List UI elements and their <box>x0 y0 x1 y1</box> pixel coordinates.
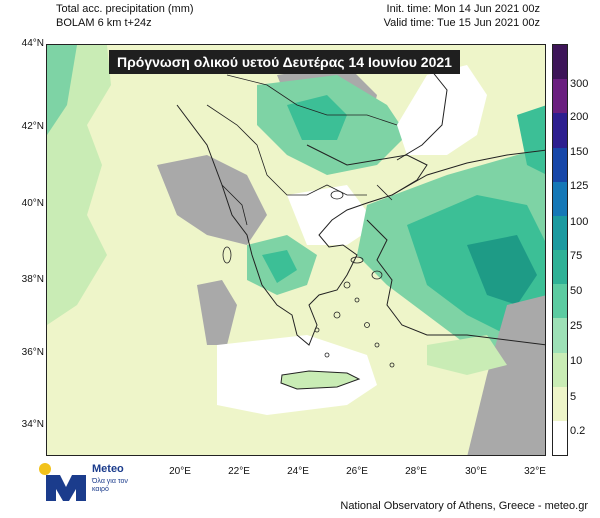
caucasus-rain <box>517 105 545 174</box>
balkan-gray <box>157 155 267 245</box>
lon-label: 20°E <box>169 466 191 477</box>
border-balkans <box>226 74 398 126</box>
black-sea-dry <box>397 65 487 155</box>
sicily-gray <box>197 280 237 345</box>
island <box>364 322 370 328</box>
colorbar-segment <box>553 113 567 148</box>
island <box>314 327 320 333</box>
header-right: Init. time: Mon 14 Jun 2021 00z Valid ti… <box>384 2 540 30</box>
island <box>330 190 344 200</box>
map-title: Πρόγνωση ολικού υετού Δευτέρας 14 Ιουνίο… <box>109 50 460 74</box>
meteo-logo <box>39 463 86 501</box>
colorbar-label: 200 <box>570 111 589 123</box>
colorbar-segment <box>553 250 567 285</box>
colorbar-segment <box>553 318 567 353</box>
ionian-sea <box>47 75 217 455</box>
southeast-gray-land <box>467 295 545 455</box>
colorbar-label: 5 <box>570 391 577 403</box>
island <box>371 270 383 280</box>
lat-label: 44°N <box>21 38 44 49</box>
border-albania <box>221 184 248 226</box>
lon-label: 28°E <box>405 466 427 477</box>
colorbar-segment <box>553 420 567 455</box>
colorbar-segment <box>553 284 567 319</box>
island <box>222 246 232 264</box>
colorbar-label: 10 <box>570 355 583 367</box>
colorbar-label: 50 <box>570 285 583 297</box>
black-sea-west-coast <box>396 64 448 161</box>
island <box>374 342 380 348</box>
lon-label: 24°E <box>287 466 309 477</box>
lon-label: 30°E <box>465 466 487 477</box>
south-anatolia-light <box>427 335 507 375</box>
island <box>324 352 330 358</box>
lat-label: 34°N <box>21 419 44 430</box>
colorbar-label: 300 <box>570 78 589 90</box>
logo-wordmark: Meteo <box>92 463 124 475</box>
precipitation-map: Πρόγνωση ολικού υετού Δευτέρας 14 Ιουνίο… <box>46 44 546 456</box>
island <box>389 362 395 368</box>
variable-label: Total acc. precipitation (mm) <box>56 3 194 15</box>
colorbar-label: 0.2 <box>570 425 586 437</box>
greece-west-heavy <box>262 250 297 283</box>
colorbar-segment <box>553 215 567 250</box>
colorbar-label: 150 <box>570 146 589 158</box>
colorbar-label: 100 <box>570 216 589 228</box>
logo-tagline: Όλα για τον καιρό <box>92 478 128 493</box>
colorbar-segment <box>553 147 567 182</box>
colorbar-label: 125 <box>570 180 589 192</box>
precipitation-colorbar <box>552 44 568 456</box>
west-land-region <box>47 45 111 325</box>
lat-label: 40°N <box>21 198 44 209</box>
colorbar-label: 75 <box>570 250 583 262</box>
sun-icon <box>39 463 51 475</box>
header-left: Total acc. precipitation (mm) BOLAM 6 km… <box>56 2 194 30</box>
colorbar-segment <box>553 181 567 216</box>
model-label: BOLAM 6 km t+24z <box>56 17 152 29</box>
anatolia-core-rain <box>467 235 537 305</box>
colorbar-segment <box>553 386 567 421</box>
north-aegean-dry <box>287 185 377 245</box>
credits-footer: National Observatory of Athens, Greece -… <box>340 500 588 512</box>
crete-island <box>280 370 361 390</box>
island <box>343 281 351 289</box>
valid-time-label: Valid time: Tue 15 Jun 2021 00z <box>383 17 540 29</box>
lat-label: 36°N <box>21 347 44 358</box>
lon-label: 26°E <box>346 466 368 477</box>
colorbar-segment <box>553 79 567 114</box>
init-time-label: Init. time: Mon 14 Jun 2021 00z <box>386 3 540 15</box>
colorbar-segment <box>553 45 567 80</box>
lat-label: 42°N <box>21 121 44 132</box>
balkan-coastline <box>176 104 428 346</box>
island <box>354 297 360 303</box>
island <box>350 256 364 264</box>
m-logo-icon <box>46 475 86 501</box>
colorbar-label: 25 <box>570 320 583 332</box>
lon-label: 32°E <box>524 466 546 477</box>
colorbar-segment <box>553 352 567 387</box>
anatolia-west-south-coast <box>366 219 545 346</box>
border-turkey-europe <box>376 184 393 201</box>
lat-label: 38°N <box>21 274 44 285</box>
lon-label: 22°E <box>228 466 250 477</box>
island <box>333 311 341 319</box>
black-sea-south-coast <box>391 149 545 196</box>
map-canvas <box>47 45 545 455</box>
west-rain-patch <box>47 45 77 135</box>
